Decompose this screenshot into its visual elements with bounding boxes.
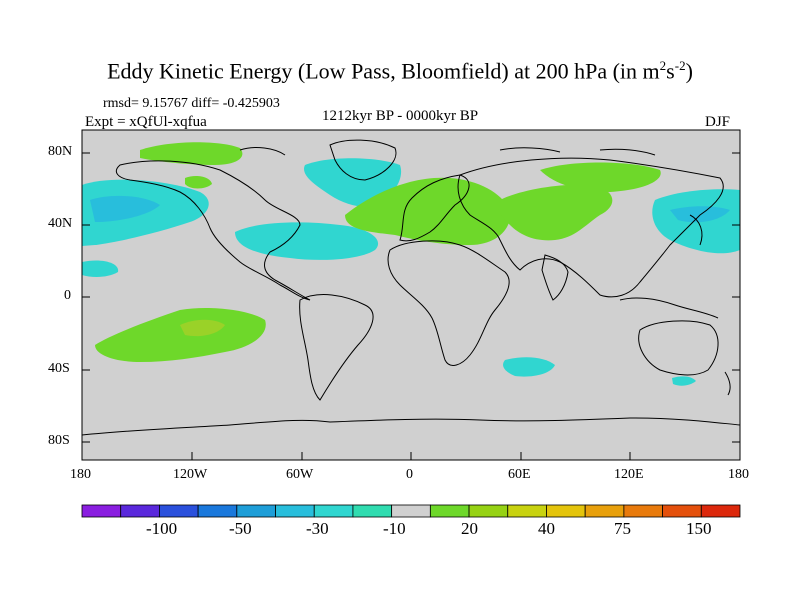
x-tick-label: 60W xyxy=(286,467,314,482)
coast-new-zealand xyxy=(724,371,731,396)
colorbar-swatch xyxy=(313,504,354,518)
colorbar-swatch xyxy=(275,504,315,518)
green-region-south-pacific xyxy=(95,308,266,362)
x-tick-label: 120W xyxy=(173,467,208,482)
colorbar-swatch xyxy=(159,504,199,518)
coast-greenland xyxy=(329,139,397,181)
y-tick-label: 80S xyxy=(48,433,70,448)
coast-indonesia xyxy=(619,297,719,319)
y-tick-label: 40N xyxy=(48,216,73,231)
season-label: DJF xyxy=(705,114,731,130)
title-s: s xyxy=(666,58,675,84)
cyan-region-north-pacific-inner xyxy=(90,195,160,222)
colorbar-swatch xyxy=(546,504,586,518)
x-tick-label: 120E xyxy=(614,467,644,482)
colorbar-swatch xyxy=(120,504,160,518)
green-region-siberia xyxy=(540,162,661,192)
green-region-asia xyxy=(498,184,613,241)
x-tick-label: 0 xyxy=(406,467,413,482)
axis-ticks xyxy=(81,152,741,460)
chart-title: Eddy Kinetic Energy (Low Pass, Bloomfiel… xyxy=(0,58,800,84)
colorbar-swatch xyxy=(623,504,663,518)
x-tick-label: 60E xyxy=(508,467,531,482)
colorbar-swatch xyxy=(584,504,625,518)
colorbar-swatch xyxy=(352,504,393,518)
cyan-region-south-pacific xyxy=(672,376,696,386)
green-region-europe xyxy=(345,177,511,245)
colorbar-swatch xyxy=(662,504,702,518)
colorbar-swatch xyxy=(507,504,547,518)
cyan-region-south-atlantic xyxy=(503,357,555,377)
coast-europe xyxy=(399,174,470,242)
experiment-label: Expt = xQfUl-xqfua xyxy=(85,114,207,130)
coast-australia xyxy=(638,320,719,376)
coast-antarctica xyxy=(82,417,740,436)
colorbar-swatch xyxy=(236,504,276,518)
cyan-region-north-atlantic xyxy=(235,222,379,260)
coast-japan xyxy=(689,214,703,246)
colorbar-label: -30 xyxy=(306,519,329,538)
coast-arctic-islands xyxy=(239,147,656,156)
colorbar-label: 40 xyxy=(538,519,555,538)
y-tick-label: 80N xyxy=(48,144,73,159)
coast-africa xyxy=(387,240,510,366)
coastlines xyxy=(82,139,740,436)
stats-label: rmsd= 9.15767 diff= -0.425903 xyxy=(103,96,280,111)
colorbar-label: 150 xyxy=(686,519,712,538)
title-exp1: 2 xyxy=(659,58,667,73)
y-tick-label: 40S xyxy=(48,361,70,376)
colorbar-swatch xyxy=(197,504,238,518)
colorbar-swatch xyxy=(468,504,509,518)
y-tick-label: 0 xyxy=(64,288,71,303)
coast-asia xyxy=(457,157,724,298)
cyan-region-pacific-east-inner xyxy=(670,206,730,223)
coast-north-america xyxy=(115,160,311,301)
title-exp2: -2 xyxy=(674,58,686,73)
title-close: ) xyxy=(685,58,693,84)
title-text: Eddy Kinetic Energy (Low Pass, Bloomfiel… xyxy=(107,58,660,84)
colorbar-label: 20 xyxy=(461,519,478,538)
colorbar-label: -50 xyxy=(229,519,252,538)
period-label: 1212kyr BP - 0000kyr BP xyxy=(322,108,479,124)
coast-south-america xyxy=(299,294,374,401)
green-region-south-pacific-inner xyxy=(180,319,225,337)
colorbar-swatch xyxy=(700,504,741,518)
colorbar-label: -100 xyxy=(146,519,178,538)
coast-india xyxy=(541,254,569,301)
colorbar-label: -10 xyxy=(383,519,406,538)
colorbar-swatch xyxy=(81,504,122,518)
map-fields xyxy=(82,130,740,460)
green-region-arctic-canada xyxy=(140,142,243,165)
cyan-region-north-west xyxy=(82,260,119,277)
colorbar-swatch xyxy=(429,504,470,518)
colorbar xyxy=(81,504,741,518)
colorbar-label: 75 xyxy=(614,519,631,538)
green-region-north-pacific-small xyxy=(185,176,212,189)
colorbar-swatch xyxy=(391,504,431,518)
x-tick-label: 180 xyxy=(728,467,749,482)
x-tick-label: 180 xyxy=(70,467,91,482)
